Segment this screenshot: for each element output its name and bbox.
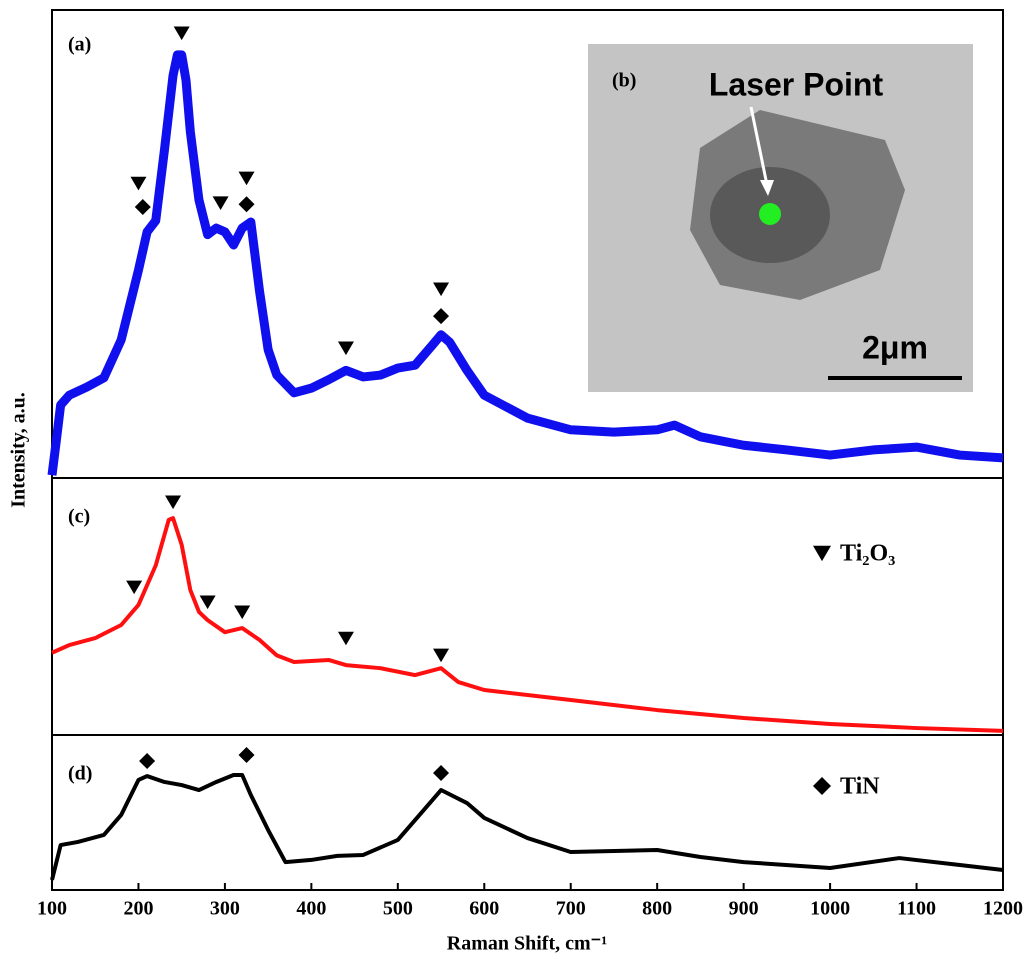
panel-label: (d) [68,763,92,785]
peak-marker [135,199,151,215]
inset-text: Laser Point [709,66,884,102]
x-tick-label: 1200 [983,898,1023,920]
x-tick-label: 1000 [810,898,850,920]
x-tick-label: 100 [37,898,67,920]
legend-text: Ti₂O₃ [840,541,895,567]
peak-marker [165,496,181,510]
peak-marker [130,177,146,191]
panel-label: (c) [68,506,90,528]
peak-marker [139,753,155,769]
x-axis-label: Raman Shift, cm⁻¹ [447,933,607,955]
x-tick-label: 300 [210,898,240,920]
x-tick-label: 900 [729,898,759,920]
peak-marker [338,341,354,355]
peak-marker [234,605,250,619]
page: (b) Laser Point 2μm Intensity, a.u. Rama… [0,0,1028,959]
inset-label: (b) [612,70,636,92]
x-tick-label: 700 [556,898,586,920]
peak-marker [239,172,255,186]
peak-marker [239,747,255,763]
peak-marker [239,196,255,212]
peak-marker [433,765,449,781]
peak-marker [338,632,354,646]
x-tick-label: 400 [296,898,326,920]
x-tick-label: 800 [642,898,672,920]
x-tick-label: 1100 [897,898,936,920]
x-tick-label: 600 [469,898,499,920]
legend-text: TiN [840,774,880,800]
peak-marker [433,308,449,324]
peak-marker [433,283,449,297]
laser-point [759,203,781,225]
peak-marker [126,581,142,595]
x-tick-label: 500 [383,898,413,920]
peak-marker [213,196,229,210]
legend-marker [813,546,831,561]
peak-marker [433,649,449,663]
chart: (b) Laser Point 2μm Intensity, a.u. Rama… [0,0,1028,959]
panel-frame [52,735,1003,890]
y-axis-label: Intensity, a.u. [8,392,30,508]
legend-marker [813,777,831,795]
panel-label: (a) [68,34,91,56]
scale-label: 2μm [862,329,928,365]
peak-marker [174,27,190,41]
peak-marker [200,595,216,609]
x-tick-label: 200 [123,898,153,920]
